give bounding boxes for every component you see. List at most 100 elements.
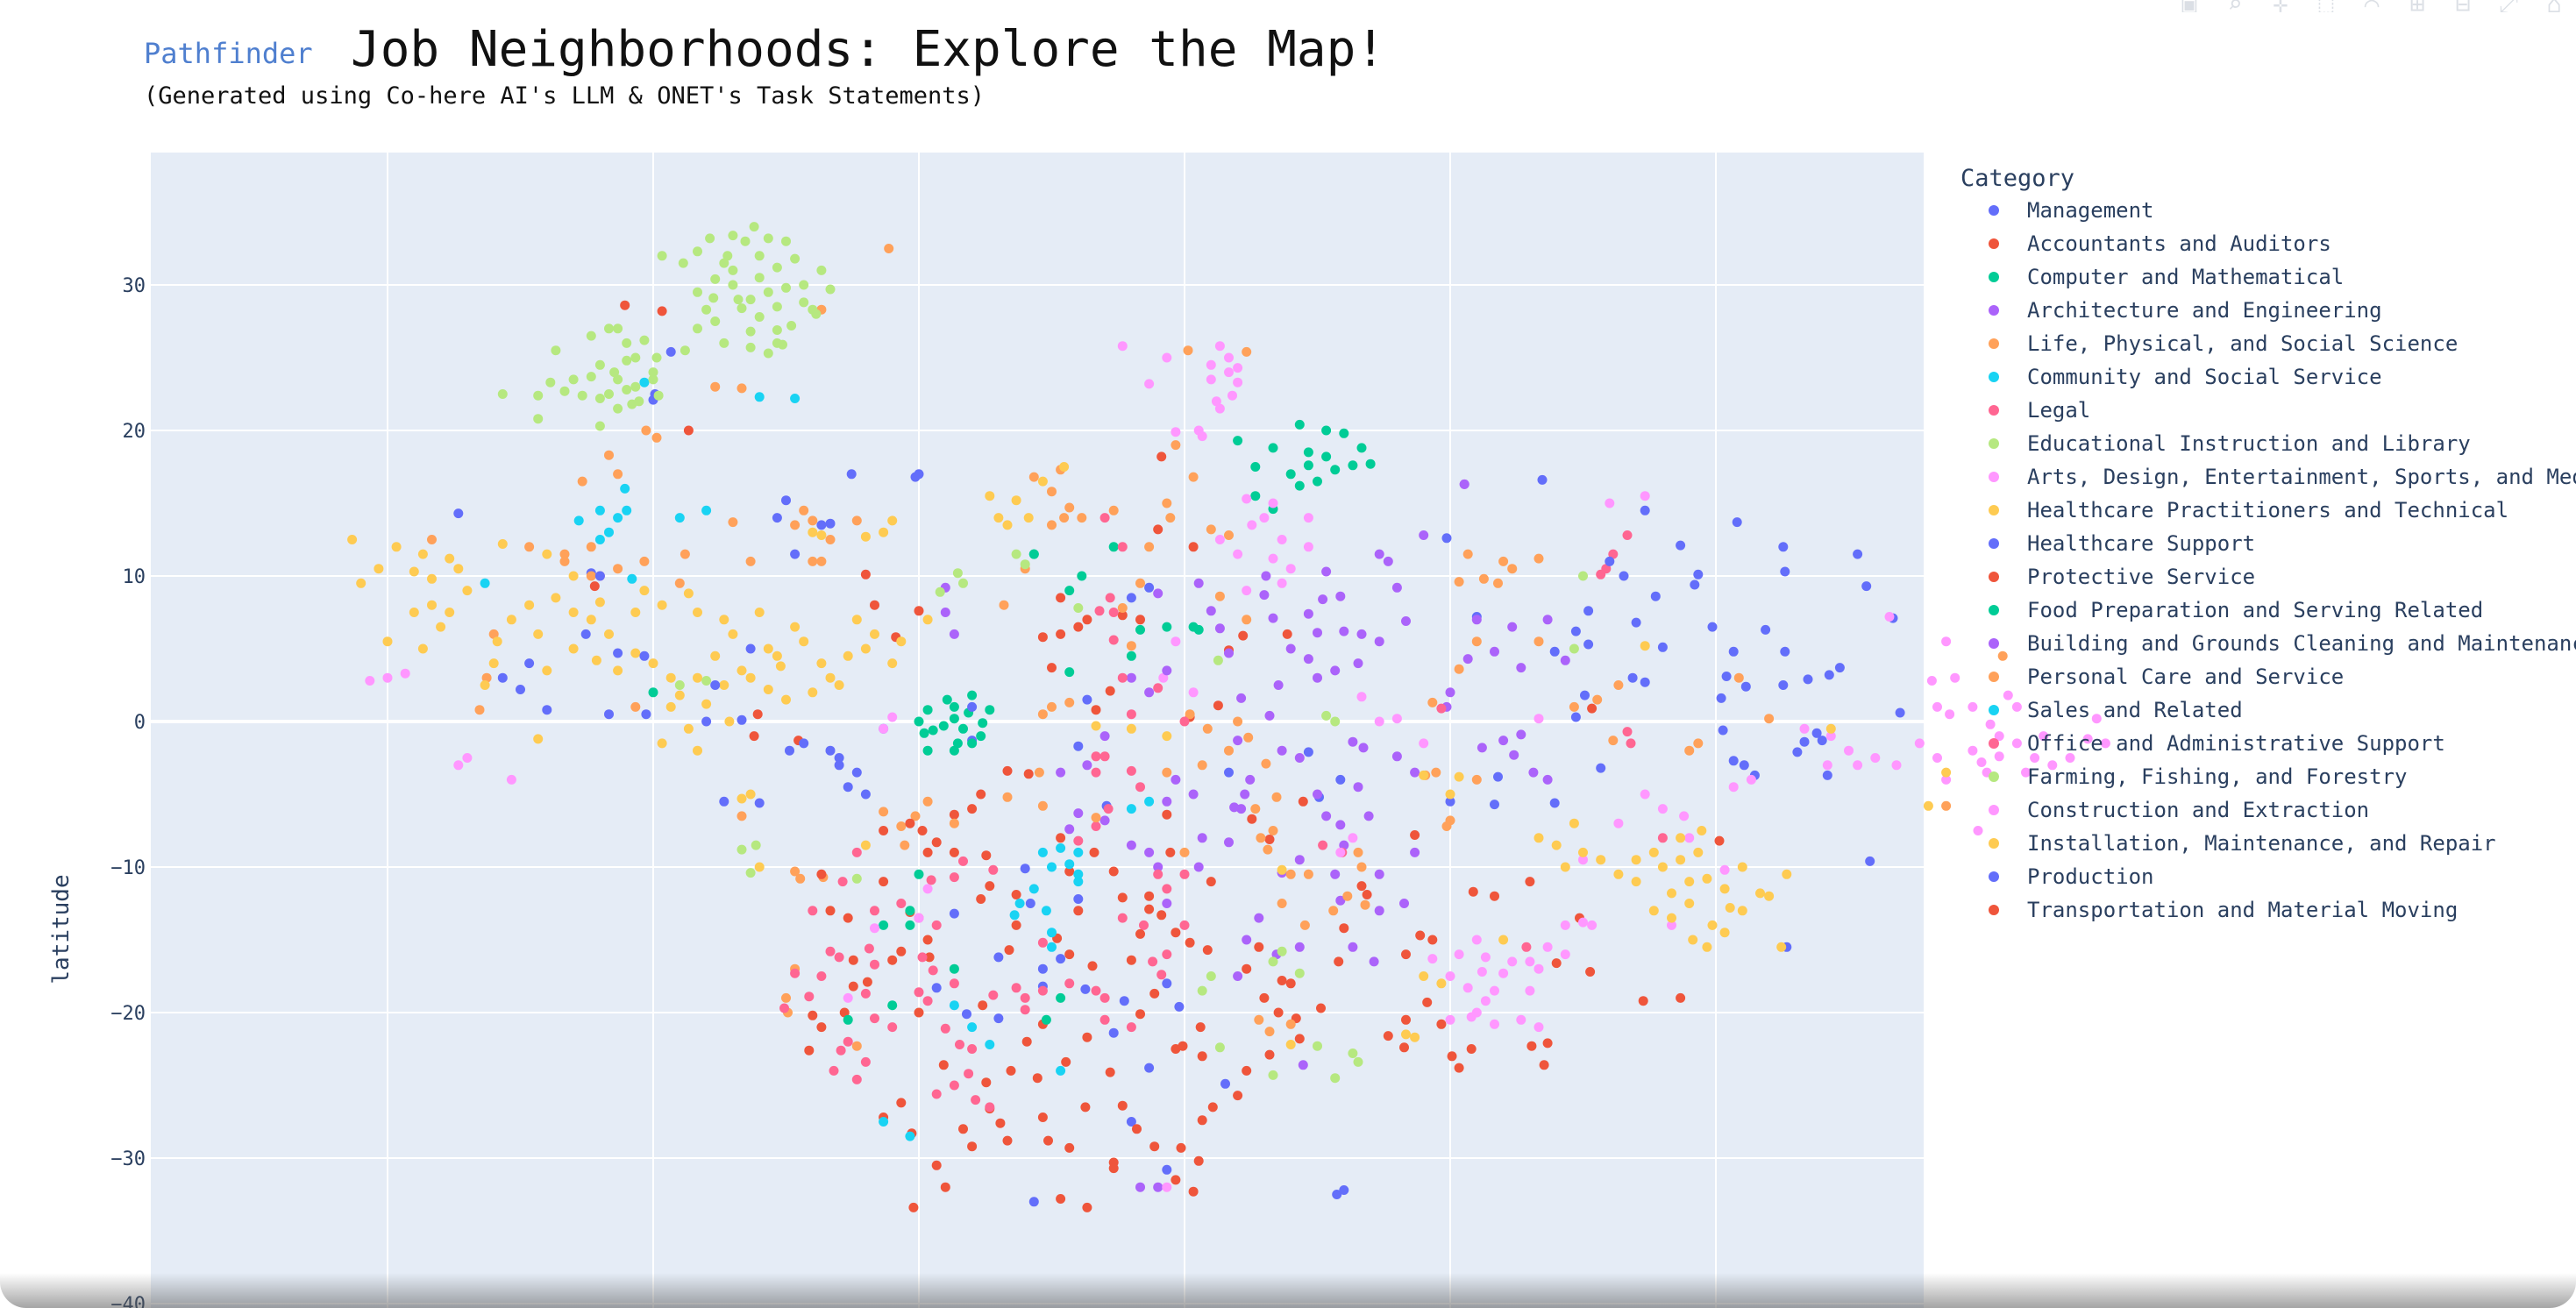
scatter-point[interactable] (665, 701, 676, 712)
scatter-point[interactable] (620, 483, 630, 494)
scatter-point[interactable] (834, 760, 844, 771)
scatter-point[interactable] (1303, 608, 1313, 619)
scatter-point[interactable] (1490, 800, 1499, 810)
scatter-point[interactable] (639, 586, 650, 596)
scatter-point[interactable] (1316, 1003, 1326, 1013)
scatter-point[interactable] (1037, 937, 1048, 948)
scatter-point[interactable] (1242, 615, 1252, 625)
scatter-point[interactable] (1454, 577, 1464, 587)
scatter-point[interactable] (1091, 721, 1101, 731)
scatter-point[interactable] (1490, 646, 1499, 657)
data-points[interactable] (347, 222, 2110, 1212)
scatter-point[interactable] (1153, 683, 1163, 693)
scatter-point[interactable] (1077, 513, 1087, 523)
scatter-point[interactable] (1968, 745, 1978, 756)
scatter-point[interactable] (1091, 705, 1101, 715)
scatter-point[interactable] (1356, 692, 1367, 702)
scatter-point[interactable] (851, 1074, 862, 1084)
scatter-point[interactable] (708, 293, 719, 303)
scatter-point[interactable] (922, 615, 933, 625)
scatter-point[interactable] (811, 309, 822, 319)
scatter-point[interactable] (2065, 753, 2075, 763)
scatter-point[interactable] (1153, 869, 1163, 879)
scatter-point[interactable] (382, 636, 393, 647)
scatter-point[interactable] (604, 709, 614, 720)
scatter-point[interactable] (926, 875, 936, 885)
scatter-point[interactable] (1374, 636, 1384, 647)
scatter-point[interactable] (1091, 821, 1101, 831)
scatter-point[interactable] (1973, 826, 1983, 835)
scatter-point[interactable] (1162, 767, 1172, 778)
scatter-point[interactable] (1214, 535, 1225, 544)
scatter-point[interactable] (1415, 930, 1426, 941)
scatter-point[interactable] (1002, 765, 1013, 776)
scatter-point[interactable] (978, 718, 988, 729)
scatter-point[interactable] (1037, 847, 1048, 857)
scatter-point[interactable] (1549, 646, 1560, 657)
scatter-point[interactable] (1348, 460, 1358, 471)
scatter-point[interactable] (1498, 556, 1509, 566)
scatter-point[interactable] (1193, 578, 1204, 588)
scatter-point[interactable] (1028, 549, 1039, 559)
scatter-point[interactable] (1339, 428, 1349, 438)
scatter-point[interactable] (804, 992, 815, 1002)
scatter-point[interactable] (781, 694, 791, 705)
legend-item[interactable]: Installation, Maintenance, and Repair (1989, 831, 2496, 856)
scatter-point[interactable] (1570, 626, 1581, 636)
scatter-point[interactable] (1321, 566, 1332, 577)
scatter-point[interactable] (1549, 798, 1560, 808)
scatter-point[interactable] (1348, 1049, 1358, 1058)
scatter-point[interactable] (568, 608, 579, 617)
scatter-point[interactable] (1619, 571, 1629, 581)
scatter-point[interactable] (1238, 630, 1249, 641)
scatter-point[interactable] (613, 323, 623, 334)
scatter-point[interactable] (887, 658, 898, 669)
scatter-point[interactable] (1080, 984, 1091, 994)
scatter-point[interactable] (900, 840, 910, 850)
scatter-point[interactable] (1061, 1056, 1071, 1067)
scatter-point[interactable] (931, 837, 942, 848)
scatter-point[interactable] (1056, 992, 1066, 1003)
scatter-point[interactable] (1335, 820, 1346, 830)
scatter-point[interactable] (1224, 367, 1234, 378)
scatter-point[interactable] (737, 303, 747, 314)
scatter-point[interactable] (586, 372, 596, 382)
scatter-point[interactable] (1422, 997, 1433, 1007)
scatter-point[interactable] (1271, 792, 1282, 802)
scatter-point[interactable] (1870, 753, 1881, 763)
scatter-point[interactable] (1080, 1102, 1091, 1113)
scatter-point[interactable] (1445, 796, 1455, 807)
scatter-point[interactable] (745, 643, 756, 654)
scatter-point[interactable] (1020, 1005, 1030, 1015)
scatter-point[interactable] (1688, 935, 1698, 945)
scatter-point[interactable] (843, 782, 853, 793)
scatter-point[interactable] (1094, 606, 1105, 616)
scatter-point[interactable] (908, 1202, 919, 1212)
scatter-point[interactable] (1578, 571, 1588, 581)
scatter-point[interactable] (2039, 731, 2049, 742)
scatter-point[interactable] (781, 992, 791, 1003)
reset-axes-icon[interactable]: ⌂ (2541, 0, 2567, 12)
scatter-point[interactable] (816, 658, 827, 669)
legend-item[interactable]: Office and Administrative Support (1989, 731, 2445, 756)
scatter-point[interactable] (829, 1065, 839, 1076)
scatter-point[interactable] (382, 672, 393, 683)
scatter-point[interactable] (1282, 629, 1292, 639)
scatter-point[interactable] (1126, 765, 1136, 776)
scatter-point[interactable] (790, 866, 801, 877)
scatter-point[interactable] (1780, 566, 1790, 577)
scatter-point[interactable] (480, 680, 490, 690)
scatter-point[interactable] (1627, 672, 1638, 683)
scatter-point[interactable] (1374, 906, 1384, 916)
scatter-point[interactable] (1213, 700, 1223, 711)
scatter-point[interactable] (1206, 374, 1216, 385)
scatter-point[interactable] (1587, 703, 1598, 714)
scatter-point[interactable] (594, 597, 605, 608)
scatter-point[interactable] (1580, 690, 1590, 700)
scatter-point[interactable] (1242, 1065, 1252, 1076)
scatter-point[interactable] (1613, 818, 1624, 828)
scatter-point[interactable] (542, 705, 552, 715)
scatter-point[interactable] (1583, 606, 1594, 616)
scatter-point[interactable] (622, 355, 632, 366)
scatter-point[interactable] (1994, 731, 2004, 742)
